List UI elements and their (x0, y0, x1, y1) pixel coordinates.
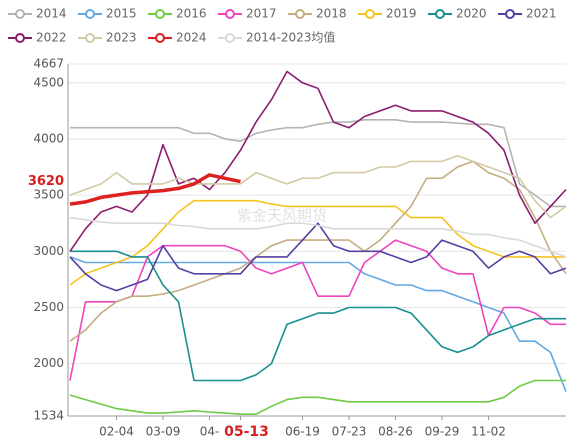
series-line (69, 173, 241, 206)
legend-item: 2023 (78, 31, 137, 45)
legend-item: 2014-2023均值 (218, 30, 335, 45)
crosshair-x-label: 05-13 (224, 424, 269, 438)
crosshair-y-label: 3620 (28, 174, 64, 189)
series-line (69, 222, 567, 292)
series-line (69, 199, 566, 286)
legend-item: 2021 (498, 7, 557, 21)
legend-marker (85, 9, 95, 19)
legend-item: 2014 (8, 7, 67, 21)
legend-item: 2022 (8, 31, 67, 45)
x-tick-label: 03-09 (146, 425, 181, 438)
x-tick-label: 09-29 (425, 425, 460, 438)
legend-marker (15, 33, 25, 43)
watermark: 紫金天风期货 (237, 207, 327, 225)
legend-item: 2019 (358, 7, 417, 21)
legend-item: 2015 (78, 7, 137, 21)
legend-label: 2024 (176, 31, 207, 45)
legend-label: 2014-2023均值 (246, 30, 335, 45)
legend-item: 2024 (148, 31, 207, 45)
legend-item: 2020 (428, 7, 487, 21)
x-tick-label: 06-19 (285, 425, 320, 438)
legend-marker (225, 33, 235, 43)
legend-label: 2019 (386, 7, 417, 21)
x-tick-label: 04- (200, 425, 220, 438)
legend-label: 2023 (106, 31, 137, 45)
legend-label: 2015 (106, 7, 137, 21)
legend-marker (155, 9, 165, 19)
legend-marker (505, 9, 515, 19)
legend-label: 2020 (456, 7, 487, 21)
y-tick-label: 4500 (33, 75, 64, 89)
legend-item: 2018 (288, 7, 347, 21)
legend-marker (365, 9, 375, 19)
y-tick-label: 3500 (33, 188, 64, 202)
y-tick-label: 4000 (33, 131, 64, 145)
x-tick-label: 08-26 (378, 425, 413, 438)
y-tick-label: 2500 (33, 300, 64, 314)
legend-marker (225, 9, 235, 19)
series-line (70, 250, 566, 382)
x-tick-label: 02-04 (99, 425, 134, 438)
legend-label: 2018 (316, 7, 347, 21)
legend-label: 2022 (36, 31, 67, 45)
series-line (69, 256, 567, 392)
series-line (69, 155, 567, 219)
y-tick-label: 3000 (33, 244, 64, 258)
legend-label: 2016 (176, 7, 207, 21)
y-tick-label: 2000 (33, 356, 64, 370)
legend-marker (155, 33, 165, 43)
series-line (70, 119, 566, 208)
series-line (69, 379, 566, 415)
x-tick-label: 07-23 (332, 425, 367, 438)
series-line (69, 239, 566, 381)
y-tick-label: 1534 (33, 409, 64, 423)
legend-marker (435, 9, 445, 19)
legend-marker (295, 9, 305, 19)
series-line (69, 70, 567, 252)
legend-label: 2017 (246, 7, 277, 21)
legend-marker (85, 33, 95, 43)
legend-item: 2017 (218, 7, 277, 21)
legend-label: 2021 (526, 7, 557, 21)
x-tick-label: 11-02 (471, 425, 506, 438)
y-tick-label: 4667 (33, 57, 64, 71)
legend-item: 2016 (148, 7, 207, 21)
legend-label: 2014 (36, 7, 67, 21)
legend-marker (15, 9, 25, 19)
series-line (69, 216, 567, 258)
series-line (69, 160, 567, 342)
